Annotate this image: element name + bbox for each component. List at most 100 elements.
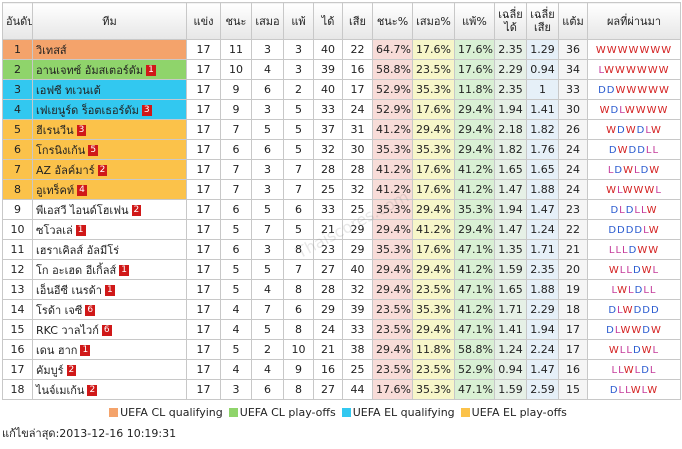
team-name[interactable]: ไนจ์เมเก้น bbox=[36, 383, 85, 397]
cell-gf: 21 bbox=[313, 219, 343, 240]
cell-won: 10 bbox=[220, 59, 252, 80]
form-result: L bbox=[652, 265, 660, 276]
red-card-badge: 2 bbox=[87, 385, 98, 396]
team-cell[interactable]: ซโวลเล่ 1 bbox=[32, 219, 187, 240]
team-name[interactable]: พีเอสวี ไอนด์โฮเฟน bbox=[36, 203, 129, 217]
cell-avg-against: 2.59 bbox=[526, 379, 559, 400]
team-name[interactable]: เฮราเคิลส์ อัลมีโร่ bbox=[36, 243, 120, 257]
cell-win-pct: 52.9% bbox=[372, 79, 413, 100]
cell-drawn: 5 bbox=[251, 259, 284, 280]
cell-win-pct: 35.3% bbox=[372, 139, 413, 160]
team-cell[interactable]: คัมบูร์ 2 bbox=[32, 359, 187, 380]
team-cell[interactable]: โรด้า เจซี 6 bbox=[32, 299, 187, 320]
team-name[interactable]: เดน ฮาก bbox=[36, 343, 78, 357]
form-result: L bbox=[617, 305, 623, 316]
cell-drawn: 7 bbox=[251, 219, 284, 240]
cell-draw-pct: 29.4% bbox=[412, 319, 455, 340]
team-name[interactable]: โก อะเฮด อีเกิ้ลส์ bbox=[36, 263, 117, 277]
cell-win-pct: 64.7% bbox=[372, 39, 413, 60]
form-result: L bbox=[607, 165, 615, 176]
cell-drawn: 3 bbox=[251, 39, 284, 60]
cell-draw-pct: 29.4% bbox=[412, 259, 455, 280]
table-row: 17 คัมบูร์ 2 17 4 4 9 16 25 23.5% 23.5% 52.9% 0.94 1.… bbox=[2, 359, 681, 380]
team-cell[interactable]: RKC วาลไวก์ 6 bbox=[32, 319, 187, 340]
cell-played: 17 bbox=[186, 239, 221, 260]
row-position: 11 bbox=[2, 239, 33, 260]
cell-played: 17 bbox=[186, 299, 221, 320]
form-result: D bbox=[632, 265, 642, 276]
cell-drawn: 5 bbox=[251, 119, 284, 140]
team-name[interactable]: โกรนิงเก้น bbox=[36, 143, 86, 157]
cell-gf: 27 bbox=[313, 259, 343, 280]
cell-avg-against: 1.94 bbox=[526, 319, 559, 340]
cell-ga: 31 bbox=[342, 119, 373, 140]
legend-item: UEFA CL qualifying bbox=[109, 406, 223, 419]
red-card-badge: 6 bbox=[101, 325, 112, 336]
red-card-badge: 5 bbox=[88, 145, 99, 156]
team-name[interactable]: ซโวลเล่ bbox=[36, 223, 73, 237]
cell-gf: 23 bbox=[313, 239, 343, 260]
cell-ga: 29 bbox=[342, 239, 373, 260]
team-name[interactable]: โรด้า เจซี bbox=[36, 303, 83, 317]
cell-win-pct: 29.4% bbox=[372, 339, 413, 360]
team-cell[interactable]: เดน ฮาก 1 bbox=[32, 339, 187, 360]
cell-avg-for: 1.71 bbox=[494, 299, 527, 320]
team-name[interactable]: อูเทร็คท์ bbox=[36, 183, 75, 197]
team-name[interactable]: เฟเยนูร์ด ร็อตเธอร์ดัม bbox=[36, 103, 139, 117]
cell-ga: 44 bbox=[342, 379, 373, 400]
team-cell[interactable]: โก อะเฮด อีเกิ้ลส์ 1 bbox=[32, 259, 187, 280]
form-result: L bbox=[652, 145, 660, 156]
team-cell[interactable]: เฟเยนูร์ด ร็อตเธอร์ดัม 3 bbox=[32, 99, 187, 120]
team-cell[interactable]: วิเทสส์ bbox=[32, 39, 187, 60]
last-updated: แก้ไขล่าสุด:2013-12-16 10:19:31 bbox=[2, 427, 177, 440]
team-name[interactable]: อานเจทซ์ อัมสเตอร์ดัม bbox=[36, 63, 144, 77]
team-cell[interactable]: ไนจ์เมเก้น 2 bbox=[32, 379, 187, 400]
cell-played: 17 bbox=[186, 339, 221, 360]
cell-win-pct: 35.3% bbox=[372, 239, 413, 260]
header-gf: ได้ bbox=[313, 2, 343, 40]
form-result: D bbox=[625, 225, 635, 236]
cell-ga: 16 bbox=[342, 59, 373, 80]
cell-win-pct: 23.5% bbox=[372, 299, 413, 320]
cell-lost: 7 bbox=[283, 259, 314, 280]
form-result: L bbox=[616, 185, 623, 196]
form-result: L bbox=[652, 345, 660, 356]
team-cell[interactable]: อานเจทซ์ อัมสเตอร์ดัม 1 bbox=[32, 59, 187, 80]
team-name[interactable]: คัมบูร์ bbox=[36, 363, 64, 377]
team-cell[interactable]: อูเทร็คท์ 4 bbox=[32, 179, 187, 200]
team-cell[interactable]: ฮีเรนวีน 3 bbox=[32, 119, 187, 140]
team-cell[interactable]: AZ อัลค์มาร์ 2 bbox=[32, 159, 187, 180]
table-row: 10 ซโวลเล่ 1 17 5 7 5 21 29 29.4% 41.2% 29.4% 1.47 1.… bbox=[2, 219, 681, 240]
team-cell[interactable]: เฮราเคิลส์ อัลมีโร่ bbox=[32, 239, 187, 260]
cell-draw-pct: 17.6% bbox=[412, 239, 455, 260]
cell-won: 4 bbox=[220, 319, 252, 340]
team-name[interactable]: ฮีเรนวีน bbox=[36, 123, 74, 137]
team-name[interactable]: AZ อัลค์มาร์ bbox=[36, 163, 95, 177]
row-position: 15 bbox=[2, 319, 33, 340]
form-result: D bbox=[637, 145, 646, 156]
team-cell[interactable]: เอ็นอีซี เนรด้า 1 bbox=[32, 279, 187, 300]
table-row: 16 เดน ฮาก 1 17 5 2 10 21 38 29.4% 11.8% 58.8% 1.24 2… bbox=[2, 339, 681, 360]
team-cell[interactable]: พีเอสวี ไอนด์โฮเฟน 2 bbox=[32, 199, 187, 220]
team-name[interactable]: RKC วาลไวก์ bbox=[36, 323, 99, 337]
cell-draw-pct: 35.3% bbox=[412, 79, 455, 100]
cell-pts: 30 bbox=[558, 99, 588, 120]
cell-pts: 19 bbox=[558, 279, 588, 300]
table-row: 12 โก อะเฮด อีเกิ้ลส์ 1 17 5 5 7 27 40 29.4% 29.4%… bbox=[2, 259, 681, 280]
cell-lost: 5 bbox=[283, 219, 314, 240]
cell-drawn: 2 bbox=[251, 339, 284, 360]
team-cell[interactable]: โกรนิงเก้น 5 bbox=[32, 139, 187, 160]
cell-lost: 3 bbox=[283, 39, 314, 60]
team-name[interactable]: เอฟซี ทเวนเต้ bbox=[36, 83, 101, 97]
form-cell: WDLWWWW bbox=[587, 99, 681, 120]
team-name[interactable]: วิเทสส์ bbox=[36, 43, 67, 57]
form-cell: DDDDLW bbox=[587, 219, 681, 240]
cell-loss-pct: 41.2% bbox=[454, 299, 495, 320]
team-name[interactable]: เอ็นอีซี เนรด้า bbox=[36, 283, 102, 297]
header-pos: อันดับ bbox=[2, 2, 33, 40]
legend-swatch bbox=[228, 408, 238, 417]
form-result: W bbox=[650, 325, 662, 336]
form-result: L bbox=[643, 225, 649, 236]
legend-swatch bbox=[460, 408, 470, 417]
team-cell[interactable]: เอฟซี ทเวนเต้ bbox=[32, 79, 187, 100]
